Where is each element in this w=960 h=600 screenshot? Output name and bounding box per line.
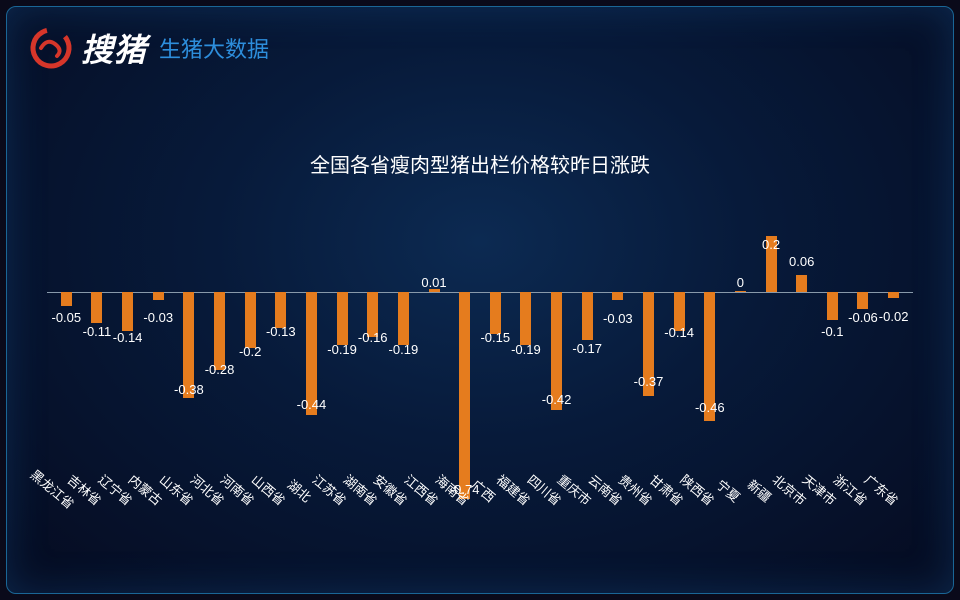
bar: [122, 292, 133, 331]
bar: [612, 292, 623, 300]
value-label: -0.19: [511, 342, 541, 357]
bar: [153, 292, 164, 300]
value-label: -0.46: [695, 400, 725, 415]
value-label: -0.1: [821, 324, 843, 339]
value-label: 0: [737, 275, 744, 290]
value-label: -0.03: [603, 311, 633, 326]
value-label: -0.2: [239, 344, 261, 359]
logo-icon: [29, 26, 73, 70]
value-label: -0.05: [51, 310, 81, 325]
bar: [582, 292, 593, 340]
value-label: -0.38: [174, 382, 204, 397]
dashboard-frame: 搜猪 生猪大数据 全国各省瘦肉型猪出栏价格较昨日涨跌 -0.05-0.11-0.…: [6, 6, 954, 594]
bar: [735, 291, 746, 292]
bar: [245, 292, 256, 348]
bar: [827, 292, 838, 320]
value-label: -0.14: [113, 330, 143, 345]
bar: [275, 292, 286, 328]
value-label: -0.37: [634, 374, 664, 389]
value-label: -0.16: [358, 330, 388, 345]
bar: [337, 292, 348, 345]
value-label: -0.02: [879, 309, 909, 324]
value-label: -0.19: [327, 342, 357, 357]
value-label: 0.06: [789, 254, 814, 269]
value-label: -0.06: [848, 310, 878, 325]
value-label: -0.28: [205, 362, 235, 377]
bar: [796, 275, 807, 292]
value-label: -0.11: [83, 324, 112, 339]
bar: [214, 292, 225, 370]
chart-area: 全国各省瘦肉型猪出栏价格较昨日涨跌 -0.05-0.11-0.14-0.03-0…: [47, 127, 913, 553]
value-label: -0.42: [542, 392, 572, 407]
bar: [61, 292, 72, 306]
chart-title: 全国各省瘦肉型猪出栏价格较昨日涨跌: [47, 149, 913, 178]
chart-x-labels: 黑龙江省吉林省辽宁省内蒙古山东省河北省河南省山西省湖北江苏省湖南省安徽省江西省海…: [47, 481, 913, 541]
header: 搜猪 生猪大数据: [29, 25, 269, 71]
header-subtitle: 生猪大数据: [159, 32, 269, 64]
value-label: -0.19: [389, 342, 419, 357]
bar: [459, 292, 470, 499]
x-axis-label: 广东省: [878, 481, 909, 541]
bar: [888, 292, 899, 298]
value-label: -0.17: [572, 341, 602, 356]
logo-text: 搜猪: [81, 25, 147, 71]
value-label: -0.03: [143, 310, 173, 325]
value-label: -0.14: [664, 325, 694, 340]
value-label: -0.13: [266, 324, 296, 339]
value-label: -0.15: [480, 330, 510, 345]
bar: [490, 292, 501, 334]
value-label: -0.44: [297, 397, 327, 412]
bar: [520, 292, 531, 345]
bar: [398, 292, 409, 345]
value-label: 0.01: [421, 275, 446, 290]
bar: [91, 292, 102, 323]
value-label: 0.2: [762, 237, 780, 252]
bar: [857, 292, 868, 309]
